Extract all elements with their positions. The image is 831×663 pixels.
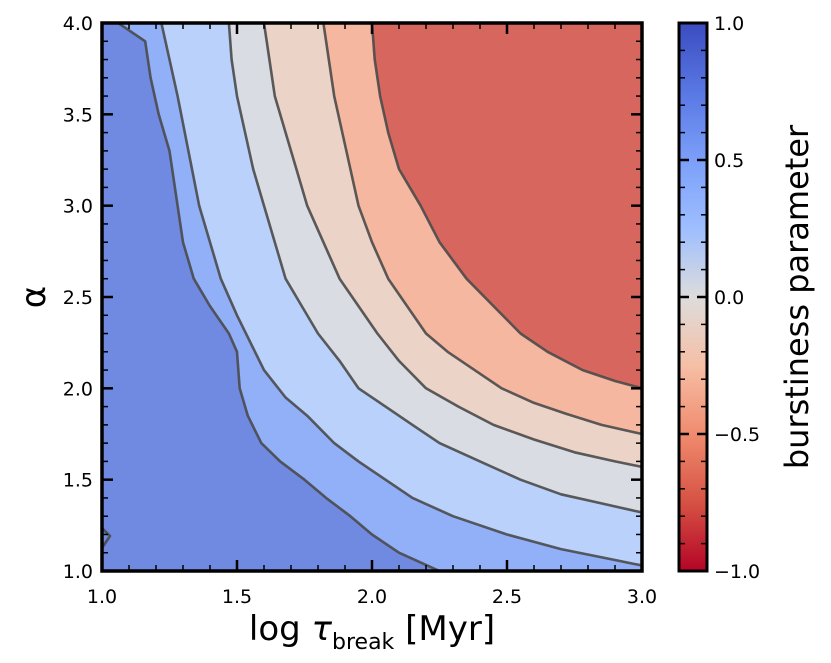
colorbar-tick-label: −1.0 bbox=[714, 561, 760, 583]
y-tick-label: 1.5 bbox=[63, 470, 93, 492]
colorbar-ticks bbox=[679, 21, 707, 573]
colorbar-tick-label: −0.5 bbox=[714, 424, 760, 446]
colorbar-tick-label: 0.0 bbox=[714, 287, 744, 309]
contour-lines bbox=[117, 23, 642, 571]
x-tick-label: 2.0 bbox=[357, 586, 387, 608]
plot-area bbox=[102, 23, 642, 571]
x-tick-label: 1.0 bbox=[87, 586, 117, 608]
contour-line bbox=[117, 23, 441, 571]
x-tick-labels: 1.0 1.5 2.0 2.5 3.0 bbox=[87, 586, 657, 608]
contour-line bbox=[227, 23, 642, 514]
plot-frame bbox=[100, 21, 644, 573]
x-tick-label: 3.0 bbox=[627, 586, 657, 608]
contour-line bbox=[160, 23, 642, 567]
colorbar-tick-label: 1.0 bbox=[714, 13, 744, 35]
x-tick-label: 1.5 bbox=[222, 586, 252, 608]
y-tick-label: 3.0 bbox=[63, 196, 93, 218]
x-tick-label: 2.5 bbox=[492, 586, 522, 608]
y-tick-label: 3.5 bbox=[63, 104, 93, 126]
y-tick-labels: 1.0 1.5 2.0 2.5 3.0 3.5 4.0 bbox=[63, 13, 93, 583]
y-tick-label: 1.0 bbox=[63, 561, 93, 583]
corner-contour-artifact bbox=[102, 527, 112, 549]
x-axis-label-subscript: break bbox=[332, 630, 395, 655]
colorbar-tick-labels: 1.0 0.5 0.0 −0.5 −1.0 bbox=[714, 13, 760, 583]
y-tick-label: 2.5 bbox=[63, 287, 93, 309]
y-tick-label: 2.0 bbox=[63, 378, 93, 400]
y-axis-label: α bbox=[14, 286, 54, 308]
x-axis-label-unit: [Myr] bbox=[394, 609, 495, 649]
x-axis-label-main: log bbox=[249, 609, 312, 649]
contour-fill-region bbox=[372, 23, 642, 571]
contour-line bbox=[262, 23, 642, 469]
colorbar-label: burstiness parameter bbox=[778, 124, 816, 469]
contour-line bbox=[322, 23, 642, 436]
contour-line bbox=[370, 23, 642, 390]
x-axis-label-symbol: τ bbox=[312, 609, 333, 649]
y-tick-label: 4.0 bbox=[63, 13, 93, 35]
colorbar: 1.0 0.5 0.0 −0.5 −1.0 burstiness parameter bbox=[677, 13, 816, 583]
x-axis-label: log τbreak [Myr] bbox=[249, 609, 495, 655]
colorbar-tick-label: 0.5 bbox=[714, 150, 744, 172]
